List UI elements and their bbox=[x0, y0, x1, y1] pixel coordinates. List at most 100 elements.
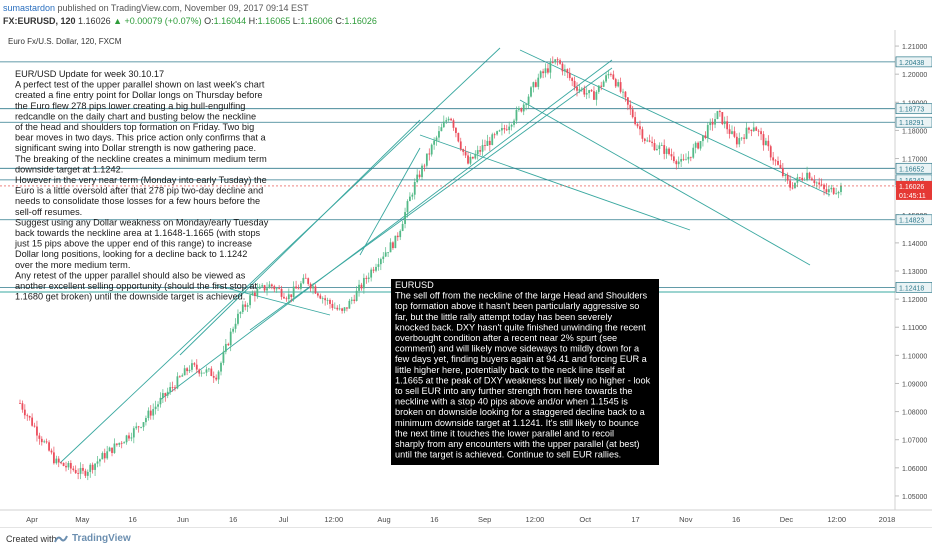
price-level-label: 1.18773 bbox=[899, 107, 924, 114]
candle-body bbox=[692, 147, 695, 158]
trend-line bbox=[419, 134, 691, 231]
candle-body bbox=[401, 223, 404, 231]
tradingview-brand[interactable]: TradingView bbox=[72, 533, 131, 544]
candle-body bbox=[757, 130, 760, 132]
price-chart[interactable]: 1.210001.200001.190001.180001.170001.160… bbox=[0, 30, 932, 527]
chart-area[interactable]: 1.210001.200001.190001.180001.170001.160… bbox=[0, 30, 932, 527]
time-tick-label: Jul bbox=[279, 515, 289, 524]
candle-body bbox=[394, 235, 397, 249]
ohlc-open-label: O: bbox=[204, 16, 214, 26]
candle-body bbox=[622, 91, 624, 93]
candle-body bbox=[77, 473, 80, 474]
candle-body bbox=[544, 68, 547, 74]
price-change: ▲ +0.00079 (+0.07%) bbox=[113, 16, 202, 26]
price-level-tag bbox=[895, 116, 932, 128]
right-annotation-line: The sell off from the neckline of the la… bbox=[395, 291, 648, 301]
candle-body bbox=[186, 368, 189, 372]
chart-header: sumastardon published on TradingView.com… bbox=[0, 0, 932, 30]
candle-body bbox=[738, 138, 741, 145]
candle-body bbox=[551, 62, 554, 63]
candle-body bbox=[21, 403, 24, 410]
candle-body bbox=[823, 184, 825, 190]
candle-body bbox=[406, 201, 409, 213]
left-annotation-line: redcandle on the daily chart and busting… bbox=[15, 111, 256, 121]
candle-body bbox=[26, 415, 29, 417]
price-tick-label: 1.20000 bbox=[902, 72, 927, 79]
candle-body bbox=[488, 140, 491, 145]
right-annotation-line: broken on downside looking for a stagger… bbox=[395, 407, 646, 417]
candle-body bbox=[580, 88, 583, 90]
candle-body bbox=[743, 137, 746, 139]
price-level-label: 1.14823 bbox=[899, 218, 924, 225]
candle-body bbox=[760, 131, 762, 135]
candle-body bbox=[530, 87, 532, 97]
candle-body bbox=[149, 410, 152, 416]
candle-body bbox=[45, 441, 48, 443]
time-tick-label: Aug bbox=[377, 515, 390, 524]
candle-body bbox=[329, 299, 331, 304]
candle-body bbox=[418, 174, 421, 178]
price-level-tag bbox=[895, 214, 932, 226]
candle-body bbox=[108, 447, 111, 452]
right-annotation-line: knocked back. DXY hasn't quite finished … bbox=[395, 322, 646, 332]
candle-body bbox=[496, 131, 498, 135]
candle-body bbox=[481, 145, 484, 152]
candle-body bbox=[612, 74, 615, 80]
candle-body bbox=[241, 304, 244, 313]
candle-body bbox=[513, 120, 515, 125]
candle-body bbox=[53, 452, 55, 464]
candle-body bbox=[658, 145, 661, 149]
candle-body bbox=[772, 157, 775, 161]
time-tick-label: 2018 bbox=[879, 515, 896, 524]
candle-body bbox=[285, 298, 288, 300]
right-annotation-title: EURUSD bbox=[395, 280, 434, 290]
candle-body bbox=[571, 78, 574, 81]
candle-body bbox=[643, 138, 646, 141]
time-tick-label: May bbox=[75, 515, 89, 524]
time-tick-label: Dec bbox=[780, 515, 794, 524]
candle-body bbox=[464, 151, 467, 156]
candle-body bbox=[484, 145, 486, 146]
price-level-tag bbox=[895, 56, 932, 68]
candle-body bbox=[539, 71, 542, 78]
candle-body bbox=[273, 286, 276, 290]
candle-body bbox=[263, 285, 266, 291]
candle-body bbox=[254, 292, 256, 296]
candle-body bbox=[166, 391, 169, 396]
candle-body bbox=[324, 298, 327, 301]
candle-body bbox=[510, 124, 513, 127]
candle-body bbox=[462, 149, 465, 152]
candle-body bbox=[278, 288, 281, 290]
left-annotation-line: the Euro flew 278 pips lower creating a … bbox=[15, 101, 245, 111]
candle-body bbox=[43, 441, 46, 443]
candle-body bbox=[79, 467, 82, 474]
candle-body bbox=[563, 69, 566, 72]
candle-body bbox=[304, 277, 307, 279]
candle-body bbox=[491, 134, 494, 145]
left-annotation-line: Dollar long positions, looking for a dec… bbox=[15, 249, 247, 259]
candle-body bbox=[152, 409, 155, 416]
right-annotation-line: few days yet, finding buyers again at 94… bbox=[395, 354, 648, 364]
candle-body bbox=[411, 194, 414, 197]
candle-body bbox=[840, 185, 842, 193]
candle-body bbox=[203, 372, 205, 374]
candle-body bbox=[409, 196, 411, 202]
candle-body bbox=[188, 369, 191, 372]
candle-body bbox=[820, 184, 823, 186]
right-annotation-line: neckline with a stop 40 pips above and/o… bbox=[395, 397, 628, 407]
candle-body bbox=[350, 299, 353, 301]
candle-body bbox=[639, 126, 641, 130]
candle-body bbox=[137, 426, 140, 428]
candle-body bbox=[157, 404, 159, 407]
candle-body bbox=[106, 451, 109, 459]
candle-body bbox=[103, 453, 106, 459]
ohlc-high: 1.16065 bbox=[257, 16, 291, 26]
time-tick-label: 17 bbox=[631, 515, 639, 524]
left-annotation-line: Euro is a little oversold after that 278… bbox=[15, 186, 263, 196]
candle-body bbox=[566, 69, 569, 73]
candle-body bbox=[23, 409, 26, 416]
candle-body bbox=[377, 264, 380, 267]
candle-body bbox=[554, 59, 557, 63]
ohlc-low: 1.16006 bbox=[300, 16, 333, 26]
author-link[interactable]: sumastardon bbox=[3, 3, 56, 13]
